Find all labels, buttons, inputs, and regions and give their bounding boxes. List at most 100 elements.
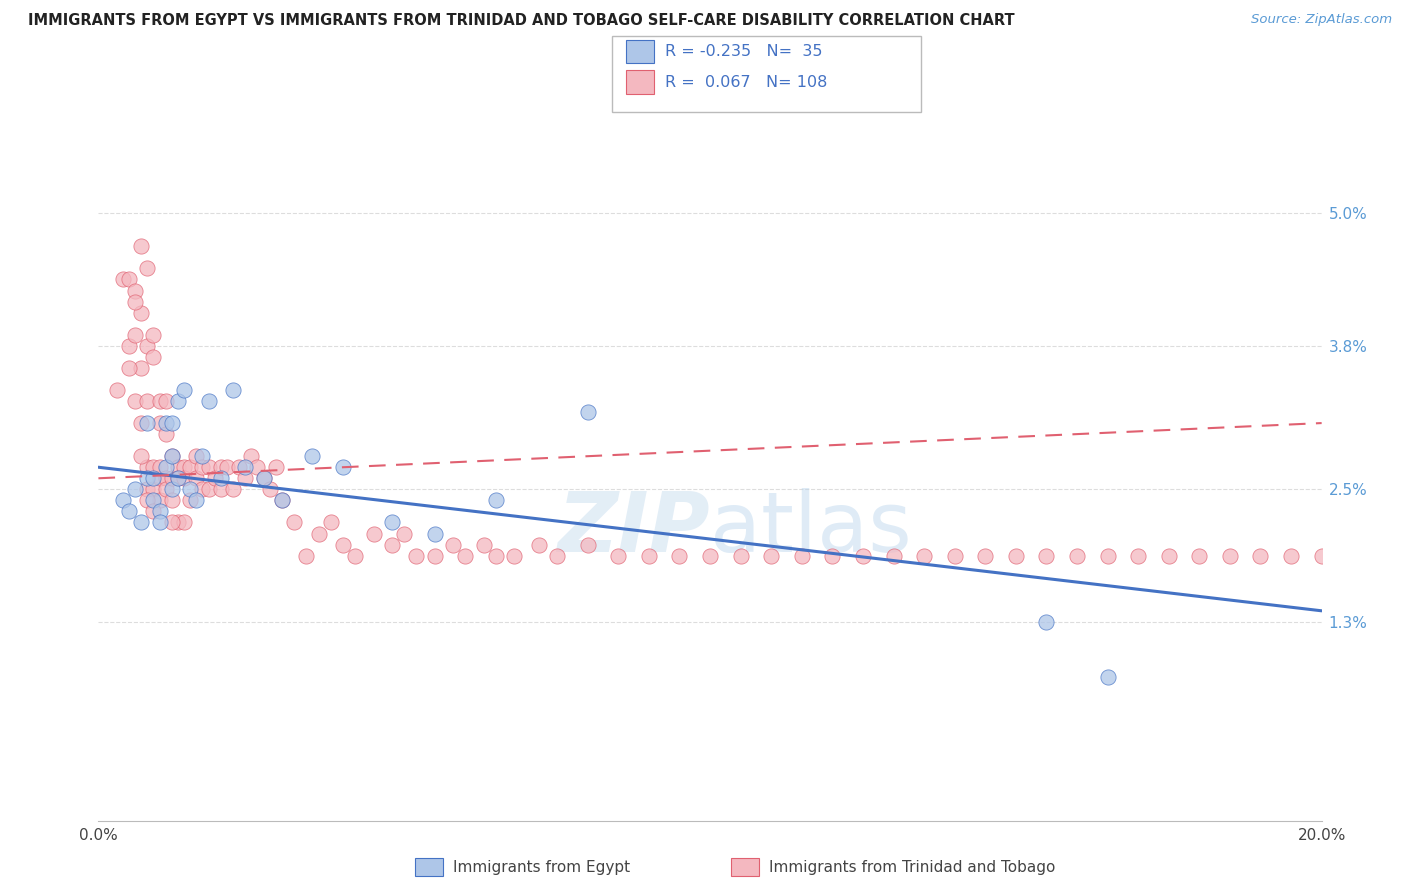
Point [124,394,146,409]
Point [136,261,159,276]
Point [943,549,966,563]
Point [264,460,287,475]
Point [186,449,208,463]
Point [167,471,190,485]
Point [173,460,195,475]
Point [974,549,997,563]
Text: R = -0.235   N=  35: R = -0.235 N= 35 [665,45,823,59]
Point [142,493,165,508]
Point [270,493,292,508]
Point [191,460,214,475]
Point [136,493,159,508]
Point [790,549,813,563]
Point [233,460,256,475]
Point [240,449,263,463]
Point [270,493,292,508]
Point [308,526,330,541]
Point [160,493,183,508]
Point [204,471,226,485]
Point [1097,549,1119,563]
Point [167,516,190,530]
Point [209,460,232,475]
Point [149,493,172,508]
Point [124,294,146,309]
Point [149,416,172,430]
Point [233,471,256,485]
Text: IMMIGRANTS FROM EGYPT VS IMMIGRANTS FROM TRINIDAD AND TOBAGO SELF-CARE DISABILIT: IMMIGRANTS FROM EGYPT VS IMMIGRANTS FROM… [28,13,1015,29]
Point [546,549,568,563]
Point [124,284,146,298]
Point [142,350,165,364]
Text: Immigrants from Trinidad and Tobago: Immigrants from Trinidad and Tobago [769,860,1056,874]
Point [136,460,159,475]
Point [607,549,630,563]
Point [105,383,128,397]
Point [160,449,183,463]
Point [1035,549,1057,563]
Point [186,493,208,508]
Point [149,504,172,518]
Text: Immigrants from Egypt: Immigrants from Egypt [453,860,630,874]
Point [111,272,134,286]
Point [222,483,245,497]
Point [167,394,190,409]
Point [149,394,172,409]
Point [454,549,477,563]
Point [155,394,177,409]
Point [129,516,152,530]
Point [283,516,305,530]
Point [160,416,183,430]
Point [129,449,152,463]
Point [821,549,844,563]
Point [472,537,495,551]
Point [295,549,318,563]
Point [118,339,141,353]
Point [1066,549,1088,563]
Point [1128,549,1150,563]
Point [503,549,526,563]
Point [423,549,446,563]
Point [118,272,141,286]
Point [576,537,599,551]
Point [246,460,269,475]
Text: R =  0.067   N= 108: R = 0.067 N= 108 [665,75,827,89]
Point [136,471,159,485]
Text: Source: ZipAtlas.com: Source: ZipAtlas.com [1251,13,1392,27]
Point [405,549,427,563]
Point [252,471,274,485]
Point [912,549,935,563]
Point [1188,549,1211,563]
Point [699,549,721,563]
Point [155,460,177,475]
Point [381,537,404,551]
Text: ZIP: ZIP [557,488,710,569]
Point [485,493,508,508]
Text: atlas: atlas [710,488,911,569]
Point [173,516,195,530]
Point [730,549,752,563]
Point [1004,549,1026,563]
Point [142,460,165,475]
Point [179,483,201,497]
Point [485,549,508,563]
Point [142,483,165,497]
Point [155,483,177,497]
Point [197,483,219,497]
Point [1157,549,1180,563]
Point [129,416,152,430]
Point [186,471,208,485]
Point [111,493,134,508]
Point [136,394,159,409]
Point [215,460,238,475]
Point [363,526,385,541]
Point [142,471,165,485]
Point [142,504,165,518]
Point [883,549,905,563]
Point [209,471,232,485]
Point [1279,549,1302,563]
Point [392,526,416,541]
Point [209,483,232,497]
Point [179,493,201,508]
Point [191,483,214,497]
Point [668,549,690,563]
